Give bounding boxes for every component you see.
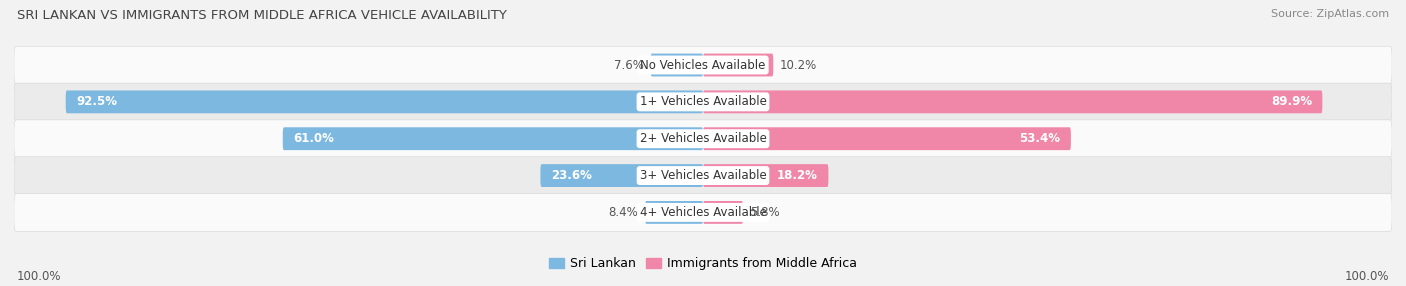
Text: 3+ Vehicles Available: 3+ Vehicles Available xyxy=(640,169,766,182)
Text: 2+ Vehicles Available: 2+ Vehicles Available xyxy=(640,132,766,145)
Text: 61.0%: 61.0% xyxy=(292,132,335,145)
Text: 100.0%: 100.0% xyxy=(1344,270,1389,283)
FancyBboxPatch shape xyxy=(283,127,703,150)
Text: 10.2%: 10.2% xyxy=(780,59,817,72)
Text: 8.4%: 8.4% xyxy=(609,206,638,219)
FancyBboxPatch shape xyxy=(14,83,1392,121)
Text: 4+ Vehicles Available: 4+ Vehicles Available xyxy=(640,206,766,219)
Text: 53.4%: 53.4% xyxy=(1019,132,1060,145)
FancyBboxPatch shape xyxy=(651,53,703,76)
Text: 1+ Vehicles Available: 1+ Vehicles Available xyxy=(640,95,766,108)
Text: 100.0%: 100.0% xyxy=(17,270,62,283)
Text: Source: ZipAtlas.com: Source: ZipAtlas.com xyxy=(1271,9,1389,19)
FancyBboxPatch shape xyxy=(703,164,828,187)
Legend: Sri Lankan, Immigrants from Middle Africa: Sri Lankan, Immigrants from Middle Afric… xyxy=(548,257,858,271)
Text: 89.9%: 89.9% xyxy=(1271,95,1312,108)
Text: 5.8%: 5.8% xyxy=(749,206,779,219)
FancyBboxPatch shape xyxy=(703,127,1071,150)
Text: 18.2%: 18.2% xyxy=(778,169,818,182)
FancyBboxPatch shape xyxy=(14,157,1392,194)
Text: No Vehicles Available: No Vehicles Available xyxy=(640,59,766,72)
Text: SRI LANKAN VS IMMIGRANTS FROM MIDDLE AFRICA VEHICLE AVAILABILITY: SRI LANKAN VS IMMIGRANTS FROM MIDDLE AFR… xyxy=(17,9,506,21)
FancyBboxPatch shape xyxy=(645,201,703,224)
Text: 92.5%: 92.5% xyxy=(76,95,117,108)
FancyBboxPatch shape xyxy=(703,201,742,224)
FancyBboxPatch shape xyxy=(14,194,1392,231)
Text: 23.6%: 23.6% xyxy=(551,169,592,182)
FancyBboxPatch shape xyxy=(703,53,773,76)
FancyBboxPatch shape xyxy=(703,90,1323,113)
FancyBboxPatch shape xyxy=(66,90,703,113)
FancyBboxPatch shape xyxy=(14,120,1392,158)
FancyBboxPatch shape xyxy=(540,164,703,187)
FancyBboxPatch shape xyxy=(14,46,1392,84)
Text: 7.6%: 7.6% xyxy=(614,59,644,72)
